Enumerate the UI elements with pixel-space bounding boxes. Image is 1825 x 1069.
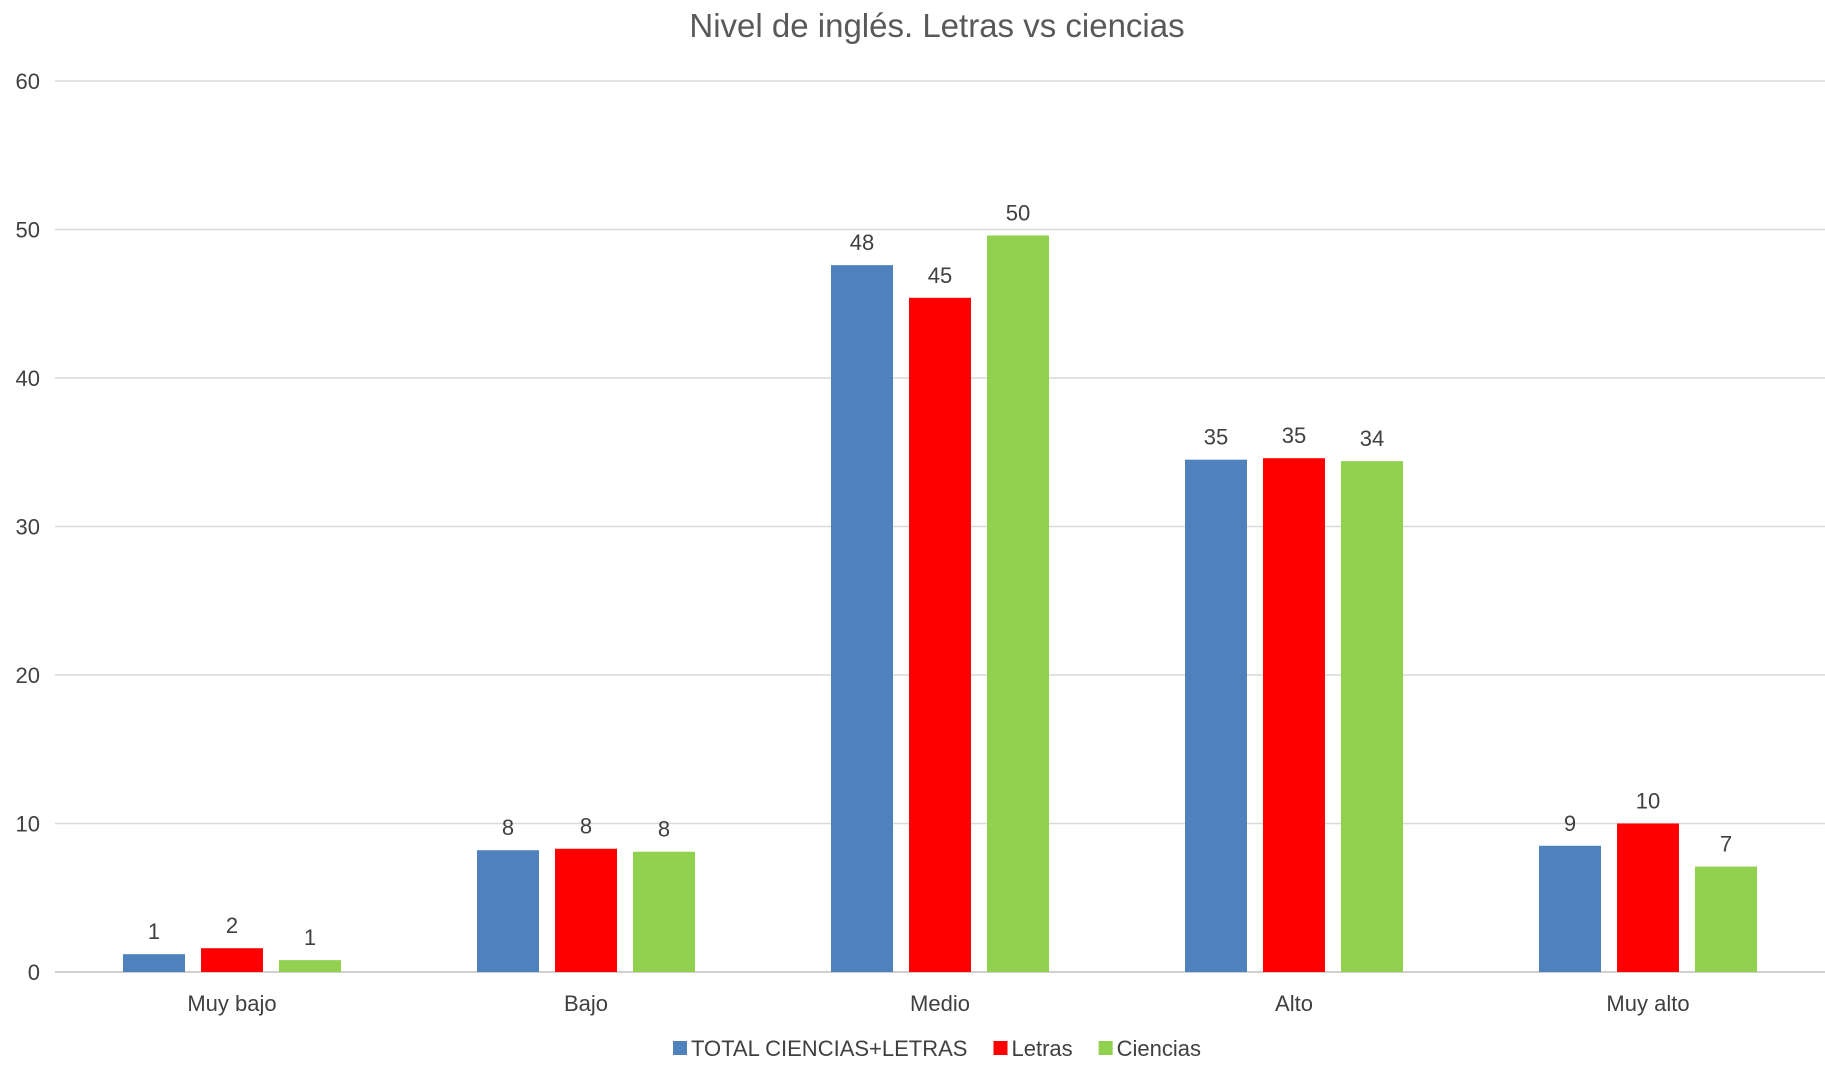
data-labels: 1 2 1 8 8 8 48 45 50 35 35 34 9 10 7 bbox=[148, 200, 1732, 950]
data-label: 1 bbox=[304, 925, 316, 950]
data-label: 7 bbox=[1720, 832, 1732, 857]
legend-label: TOTAL CIENCIAS+LETRAS bbox=[691, 1036, 968, 1061]
y-axis-ticks: 0 10 20 30 40 50 60 bbox=[16, 69, 40, 985]
y-tick-label: 40 bbox=[16, 366, 40, 391]
bar-muy-alto-1 bbox=[1539, 845, 1601, 972]
data-label: 8 bbox=[658, 817, 670, 842]
data-label: 9 bbox=[1564, 811, 1576, 836]
data-label: 35 bbox=[1204, 425, 1228, 450]
legend-label: Ciencias bbox=[1117, 1036, 1201, 1061]
y-tick-label: 10 bbox=[16, 812, 40, 837]
bar-bajo-1 bbox=[477, 850, 539, 972]
bar-muy-bajo-3 bbox=[279, 960, 341, 972]
data-label: 34 bbox=[1360, 426, 1384, 451]
data-label: 45 bbox=[928, 263, 952, 288]
y-tick-label: 50 bbox=[16, 218, 40, 243]
data-label: 8 bbox=[502, 815, 514, 840]
bar-muy-bajo-2 bbox=[201, 948, 263, 972]
bar-medio-3 bbox=[987, 235, 1049, 972]
bar-medio-2 bbox=[909, 297, 971, 972]
y-tick-label: 60 bbox=[16, 69, 40, 94]
legend-swatch bbox=[1098, 1041, 1113, 1055]
data-label: 1 bbox=[148, 919, 160, 944]
data-label: 50 bbox=[1006, 200, 1030, 225]
chart-title: Nivel de inglés. Letras vs ciencias bbox=[689, 7, 1184, 44]
bars bbox=[123, 235, 1757, 972]
bar-muy-alto-2 bbox=[1617, 823, 1679, 972]
bar-alto-2 bbox=[1263, 458, 1325, 972]
x-category-label: Muy bajo bbox=[187, 991, 276, 1016]
data-label: 2 bbox=[226, 913, 238, 938]
bar-alto-1 bbox=[1185, 459, 1247, 972]
legend: TOTAL CIENCIAS+LETRAS Letras Ciencias bbox=[672, 1036, 1201, 1061]
legend-swatch bbox=[672, 1041, 687, 1055]
bar-alto-3 bbox=[1341, 461, 1403, 972]
bar-medio-1 bbox=[831, 265, 893, 972]
y-tick-label: 20 bbox=[16, 663, 40, 688]
x-category-label: Bajo bbox=[564, 991, 608, 1016]
x-axis-categories: Muy bajo Bajo Medio Alto Muy alto bbox=[187, 991, 1689, 1016]
y-tick-label: 0 bbox=[28, 960, 40, 985]
bar-muy-alto-3 bbox=[1695, 866, 1757, 972]
legend-swatch bbox=[993, 1041, 1008, 1055]
data-label: 35 bbox=[1282, 423, 1306, 448]
bar-muy-bajo-1 bbox=[123, 954, 185, 972]
bar-bajo-2 bbox=[555, 848, 617, 972]
data-label: 10 bbox=[1636, 789, 1660, 814]
x-category-label: Medio bbox=[910, 991, 970, 1016]
x-category-label: Muy alto bbox=[1606, 991, 1689, 1016]
legend-label: Letras bbox=[1011, 1036, 1072, 1061]
bar-bajo-3 bbox=[633, 851, 695, 972]
data-label: 48 bbox=[850, 230, 874, 255]
x-category-label: Alto bbox=[1275, 991, 1313, 1016]
data-label: 8 bbox=[580, 814, 592, 839]
y-tick-label: 30 bbox=[16, 515, 40, 540]
